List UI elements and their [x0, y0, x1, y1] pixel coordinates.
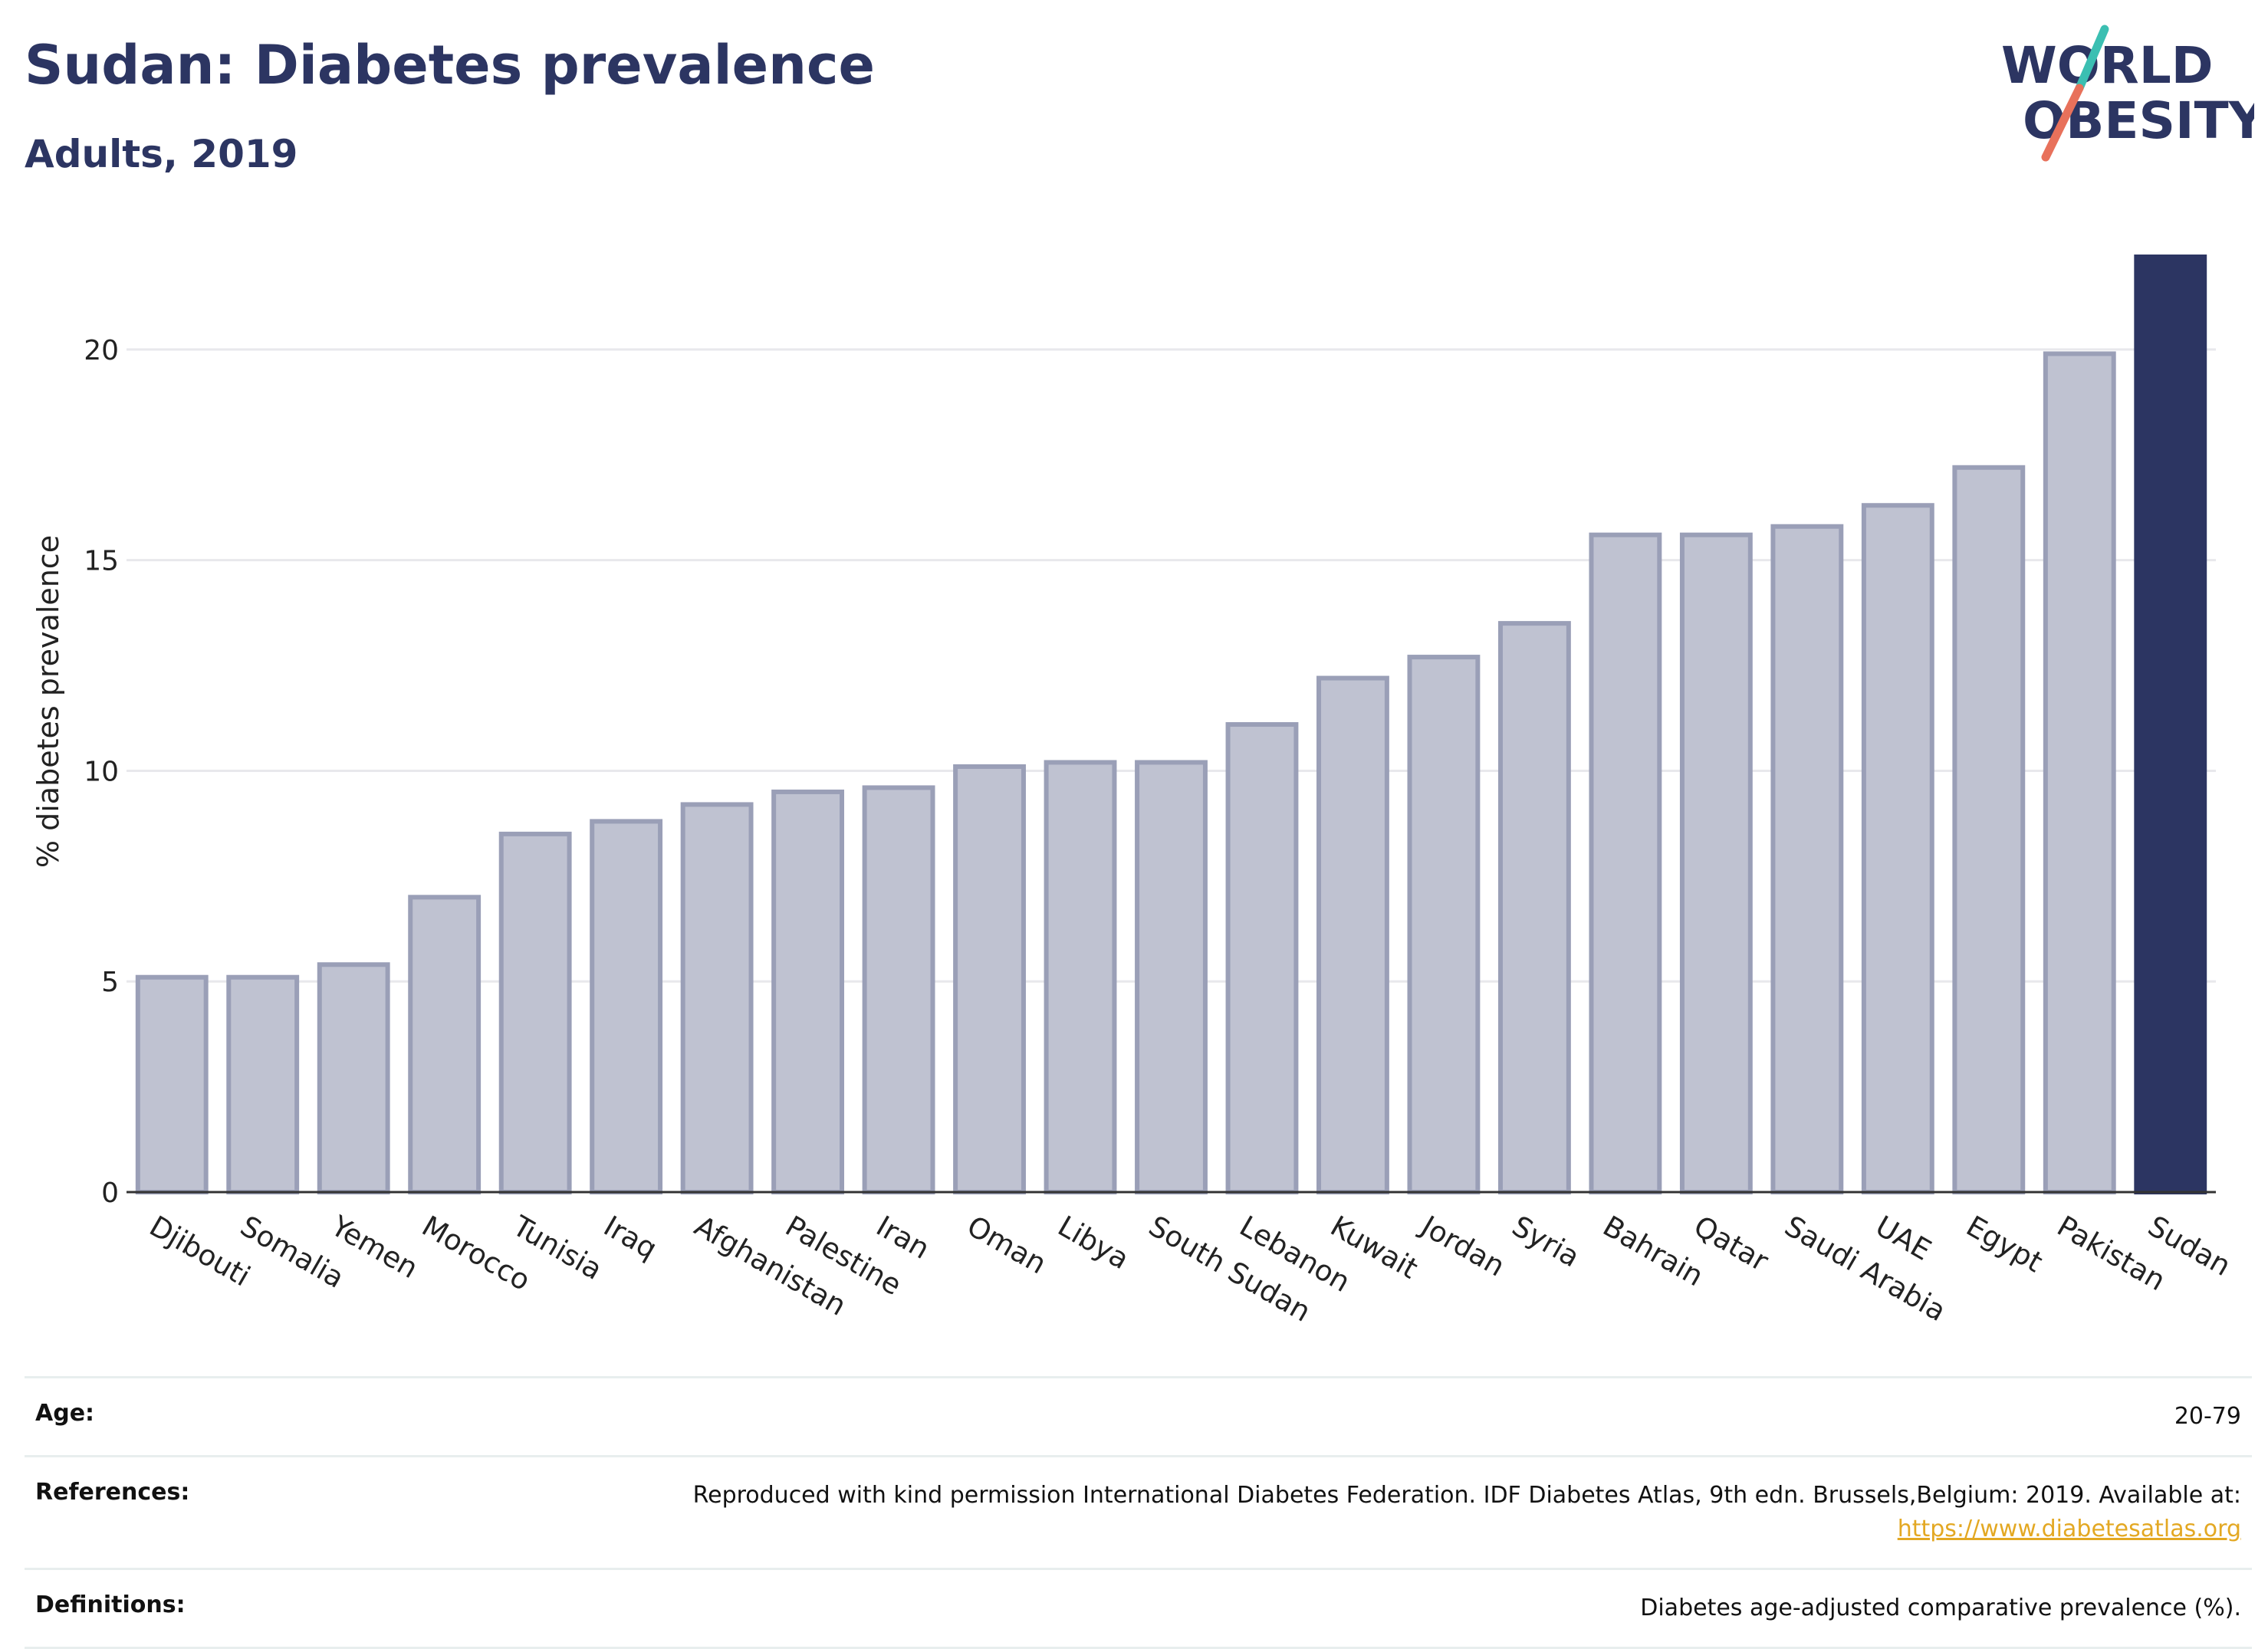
- references-text: Reproduced with kind permission Internat…: [692, 1482, 2241, 1509]
- bar-yemen: [317, 962, 390, 1195]
- info-label-references: References:: [35, 1479, 190, 1506]
- bar-sudan: [2134, 255, 2207, 1194]
- bar-morocco: [408, 895, 482, 1194]
- x-tick-label: Djibouti: [144, 1210, 256, 1293]
- world-obesity-logo: WORLD OBESITY: [2001, 25, 2254, 162]
- x-tick-label: Somalia: [235, 1210, 350, 1295]
- x-tick-label: Bahrain: [1597, 1210, 1708, 1293]
- bar-afghanistan: [680, 802, 754, 1194]
- x-tick-label: Egypt: [1961, 1210, 2048, 1279]
- info-row-references: References: Reproduced with kind permiss…: [25, 1455, 2252, 1568]
- x-tick-label: Saudi Arabia: [1779, 1210, 1951, 1329]
- bar-pakistan: [2043, 351, 2116, 1195]
- logo-slash-teal: [2075, 25, 2109, 93]
- info-value-age: 20-79: [2174, 1403, 2241, 1430]
- bar-somalia: [226, 974, 300, 1194]
- info-row-age: Age: 20-79: [25, 1376, 2252, 1455]
- y-tick-label: 15: [84, 546, 119, 577]
- bar-qatar: [1679, 532, 1753, 1194]
- bar-saudi-arabia: [1770, 524, 1844, 1194]
- bar-kuwait: [1316, 675, 1389, 1194]
- info-value-definitions: Diabetes age-adjusted comparative preval…: [1640, 1595, 2241, 1621]
- bar-tunisia: [498, 831, 572, 1195]
- y-tick-label: 10: [84, 756, 119, 787]
- bar-djibouti: [135, 974, 209, 1194]
- y-tick-label: 5: [101, 967, 119, 998]
- y-tick-label: 20: [84, 335, 119, 366]
- y-tick-label: 0: [101, 1178, 119, 1209]
- bar-iraq: [590, 819, 663, 1194]
- x-tick-label: Oman: [961, 1210, 1052, 1281]
- logo-slash-coral: [2041, 84, 2084, 162]
- bar-iran: [862, 785, 935, 1194]
- bar-chart: 05101520DjiboutiSomaliaYemenMoroccoTunis…: [31, 255, 2237, 1329]
- info-label-definitions: Definitions:: [35, 1592, 186, 1618]
- info-table: Age: 20-79 References: Reproduced with k…: [25, 1376, 2252, 1649]
- x-tick-label: Afghanistan: [689, 1210, 852, 1322]
- logo-line1: WORLD: [2001, 36, 2214, 95]
- bar-south-sudan: [1135, 760, 1208, 1194]
- x-tick-label: Jordan: [1415, 1209, 1510, 1283]
- bar-jordan: [1407, 655, 1481, 1194]
- info-value-references: Reproduced with kind permission Internat…: [693, 1479, 2241, 1546]
- info-row-definitions: Definitions: Diabetes age-adjusted compa…: [25, 1568, 2252, 1649]
- references-link[interactable]: https://www.diabetesatlas.org: [1897, 1516, 2241, 1542]
- bar-oman: [953, 764, 1026, 1194]
- bar-syria: [1497, 621, 1571, 1194]
- bar-uae: [1861, 503, 1934, 1194]
- bar-bahrain: [1589, 532, 1662, 1194]
- bars: [135, 255, 2207, 1195]
- bar-egypt: [1952, 465, 2026, 1194]
- bar-libya: [1044, 760, 1117, 1194]
- bar-lebanon: [1225, 722, 1299, 1194]
- y-axis-label: % diabetes prevalence: [31, 535, 65, 868]
- x-tick-label: Libya: [1053, 1210, 1135, 1276]
- bar-palestine: [771, 789, 845, 1195]
- x-tick-label: Syria: [1507, 1210, 1586, 1274]
- chart-title: Sudan: Diabetes prevalence: [25, 34, 875, 97]
- chart-subtitle: Adults, 2019: [25, 132, 298, 176]
- info-label-age: Age:: [35, 1400, 95, 1427]
